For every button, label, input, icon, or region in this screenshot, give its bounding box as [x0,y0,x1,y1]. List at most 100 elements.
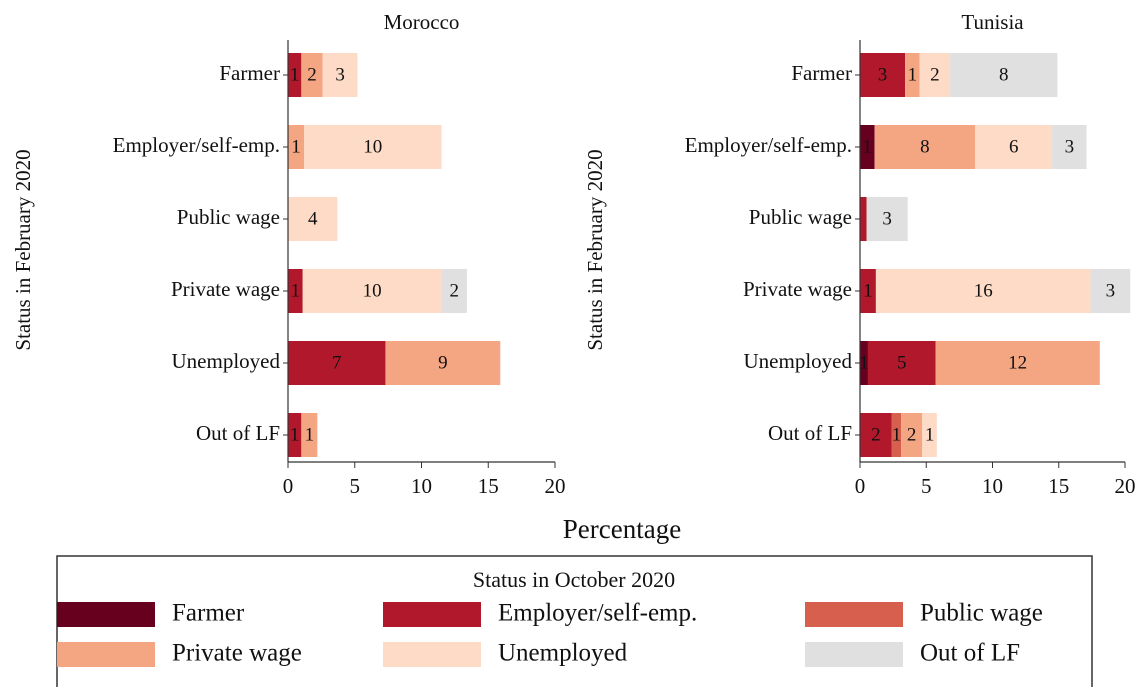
bar-segment [860,53,906,97]
bar-segment [302,269,442,313]
value-label: 2 [930,64,940,85]
legend-label: Farmer [172,600,245,627]
bar-segment [288,269,303,313]
value-label: 1 [859,352,869,373]
value-label: 5 [897,352,907,373]
bar-segment [288,125,305,169]
bar-segment [901,413,923,457]
value-label: 1 [925,424,935,445]
bar-segment [1052,125,1087,169]
bar-segment [866,197,908,241]
bar-segment [975,125,1053,169]
x-tick-label: 20 [1115,474,1136,498]
legend-label: Private wage [172,640,302,667]
value-label: 2 [907,424,917,445]
y-axis-label: Status in February 2020 [11,149,35,350]
value-label: 4 [308,208,318,229]
bar-segment [867,341,936,385]
y-tick-label: Public wage [749,205,852,229]
bar-segment [860,413,892,457]
legend-swatch [383,642,481,667]
bar-segment [301,53,323,97]
bar-segment [919,53,951,97]
x-tick-label: 10 [982,474,1003,498]
x-tick-label: 0 [855,474,866,498]
value-label: 1 [290,424,300,445]
value-label: 3 [1106,280,1116,301]
value-label: 2 [871,424,881,445]
legend-swatch [57,642,155,667]
value-label: 1 [305,424,315,445]
legend-label: Employer/self-emp. [498,600,697,627]
value-label: 9 [438,352,448,373]
x-tick-label: 5 [921,474,932,498]
value-label: 10 [363,280,382,301]
bar-segment [860,341,868,385]
value-label: 3 [878,64,888,85]
value-label: 12 [1008,352,1027,373]
value-label: 10 [363,136,382,157]
bar-segment [860,197,867,241]
panel-title: Tunisia [961,10,1024,34]
bar-segment [905,53,920,97]
bar-segment [288,413,302,457]
value-label: 6 [1009,136,1019,157]
value-label: 3 [1065,136,1075,157]
y-tick-label: Private wage [743,277,852,301]
y-tick-label: Public wage [177,205,280,229]
value-label: 2 [449,280,459,301]
x-tick-label: 0 [283,474,294,498]
bar-segment [875,269,1091,313]
value-label: 16 [974,280,993,301]
y-tick-label: Employer/self-emp. [685,133,852,157]
bar-segment [860,125,875,169]
bar-segment [891,413,902,457]
bar-segment [288,53,302,97]
bar-segment [1090,269,1131,313]
value-label: 1 [908,64,918,85]
legend-swatch [57,602,155,627]
legend-label: Public wage [920,600,1043,627]
bar-segment [288,341,386,385]
legend-swatch [805,642,903,667]
y-tick-label: Out of LF [196,421,280,445]
value-label: 1 [892,424,902,445]
value-label: 3 [882,208,892,229]
legend-label: Unemployed [498,640,628,667]
value-label: 8 [999,64,1009,85]
bar-segment [441,269,467,313]
bar-segment [950,53,1058,97]
value-label: 8 [920,136,930,157]
y-tick-label: Unemployed [744,349,853,373]
bar-segment [304,125,442,169]
x-tick-label: 20 [545,474,566,498]
value-label: 2 [307,64,317,85]
bar-segment [288,197,338,241]
bar-segment [874,125,976,169]
bar-segment [935,341,1100,385]
legend-title: Status in October 2020 [473,567,675,592]
x-tick-label: 5 [350,474,361,498]
legend-swatch [805,602,903,627]
value-label: 1 [863,280,873,301]
bar-segment [385,341,501,385]
y-tick-label: Farmer [791,61,852,85]
value-label: 1 [290,64,300,85]
x-axis-label: Percentage [563,514,681,544]
bar-segment [860,269,876,313]
value-label: 1 [291,136,301,157]
legend-label: Out of LF [920,640,1020,667]
value-label: 7 [332,352,342,373]
bar-segment [922,413,937,457]
panel-title: Morocco [384,10,460,34]
value-label: 3 [335,64,345,85]
y-tick-label: Employer/self-emp. [113,133,280,157]
legend-swatch [383,602,481,627]
value-label: 1 [863,136,873,157]
bar-segment [301,413,318,457]
y-tick-label: Out of LF [768,421,852,445]
y-axis-label: Status in February 2020 [583,149,607,350]
y-tick-label: Unemployed [172,349,281,373]
x-tick-label: 15 [1048,474,1069,498]
